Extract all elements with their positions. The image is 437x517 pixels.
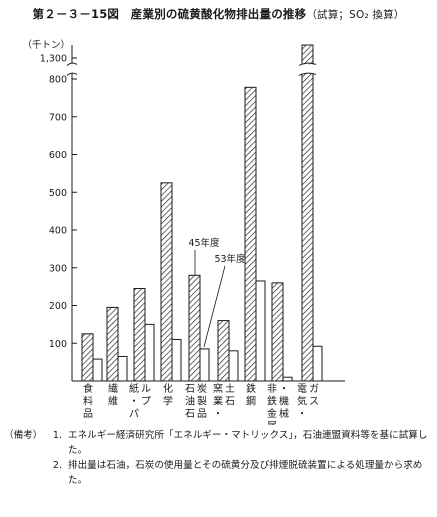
- chart-title-main: 第２－３－15図 産業別の硫黄酸化物排出量の推移: [32, 7, 307, 21]
- note-text: 排出量は石油，石炭の使用量とその硫黄分及び排煙脱硫装置による処理量から求めた。: [68, 460, 423, 486]
- notes: （備考） 1. エネルギー経済研究所「エネルギー・マトリックス」，石油連盟資料等…: [4, 428, 433, 488]
- y-tick-label: 100: [49, 339, 67, 350]
- category-label: 電気・ガス: [297, 383, 319, 420]
- bar-45: [301, 44, 314, 382]
- y-tick-label: 800: [49, 75, 67, 86]
- category-label: 窯業・土石: [213, 382, 235, 420]
- bar-53: [171, 338, 182, 382]
- category-label: 繊維: [108, 382, 118, 408]
- bars: [81, 44, 323, 382]
- bar-53: [199, 348, 210, 382]
- bar-53: [312, 345, 323, 382]
- legend-leader: [203, 265, 226, 348]
- category-label: 食料品: [83, 382, 93, 420]
- notes-label: （備考）: [4, 430, 43, 441]
- bar-break-gap: [301, 64, 314, 74]
- bar-45: [271, 282, 284, 382]
- category-label: 化学: [163, 382, 173, 408]
- chart-title-sub: （試算；SO₂ 換算）: [306, 9, 405, 21]
- note-number: 1.: [52, 430, 62, 441]
- category-label: 紙・パルプ: [129, 382, 151, 420]
- y-tick-label: 400: [49, 226, 67, 237]
- y-tick-label: 500: [49, 188, 67, 199]
- bar-45: [244, 86, 257, 382]
- chart-title: 第２－３－15図 産業別の硫黄酸化物排出量の推移（試算；SO₂ 換算）: [0, 6, 437, 22]
- y-tick-label: 200: [49, 301, 67, 312]
- bar-45: [188, 274, 201, 382]
- axis-break-mark: [66, 62, 78, 66]
- bar-53: [117, 355, 128, 382]
- category-label: 鉄鋼: [246, 382, 256, 408]
- bar-break-mark: [298, 62, 317, 66]
- category-label: 非鉄金属・機械: [267, 383, 289, 425]
- note-row-2: 2. 排出量は石油，石炭の使用量とその硫黄分及び排煙脱硫装置による処理量から求め…: [4, 458, 433, 488]
- bar-53: [255, 280, 266, 382]
- axis-break-mark: [66, 72, 78, 76]
- bar-53: [92, 358, 103, 382]
- bar-45: [133, 288, 146, 382]
- bar-45: [160, 182, 173, 382]
- legend-label-53: 53年度: [214, 253, 246, 265]
- bar-chart: 100 200 300 400 500 600 700 800 1,300 （千トン） 45年度 53…: [22, 39, 345, 425]
- bar-53: [144, 323, 155, 382]
- y-tick-label: 700: [49, 112, 67, 123]
- category-label: 石油石炭製品: [185, 383, 207, 420]
- y-axis-unit: （千トン）: [22, 39, 70, 51]
- y-tick-label: 600: [49, 150, 67, 161]
- bar-45: [106, 306, 119, 382]
- note-text: エネルギー経済研究所「エネルギー・マトリックス」，石油連盟資料等を基に試算した。: [68, 430, 428, 456]
- bar-53: [228, 350, 239, 382]
- note-number: 2.: [52, 460, 62, 471]
- bar-break-mark: [298, 72, 317, 76]
- bar-45: [81, 333, 94, 382]
- y-tick-label: 1,300: [40, 54, 67, 65]
- axes: 100 200 300 400 500 600 700 800 1,300 （千トン） 45年度 53…: [22, 39, 345, 382]
- y-tick-label: 300: [49, 263, 67, 274]
- legend-label-45: 45年度: [188, 237, 220, 249]
- note-row-1: （備考） 1. エネルギー経済研究所「エネルギー・マトリックス」，石油連盟資料等…: [4, 428, 433, 458]
- bar-45: [217, 320, 230, 382]
- bar-53: [282, 376, 293, 382]
